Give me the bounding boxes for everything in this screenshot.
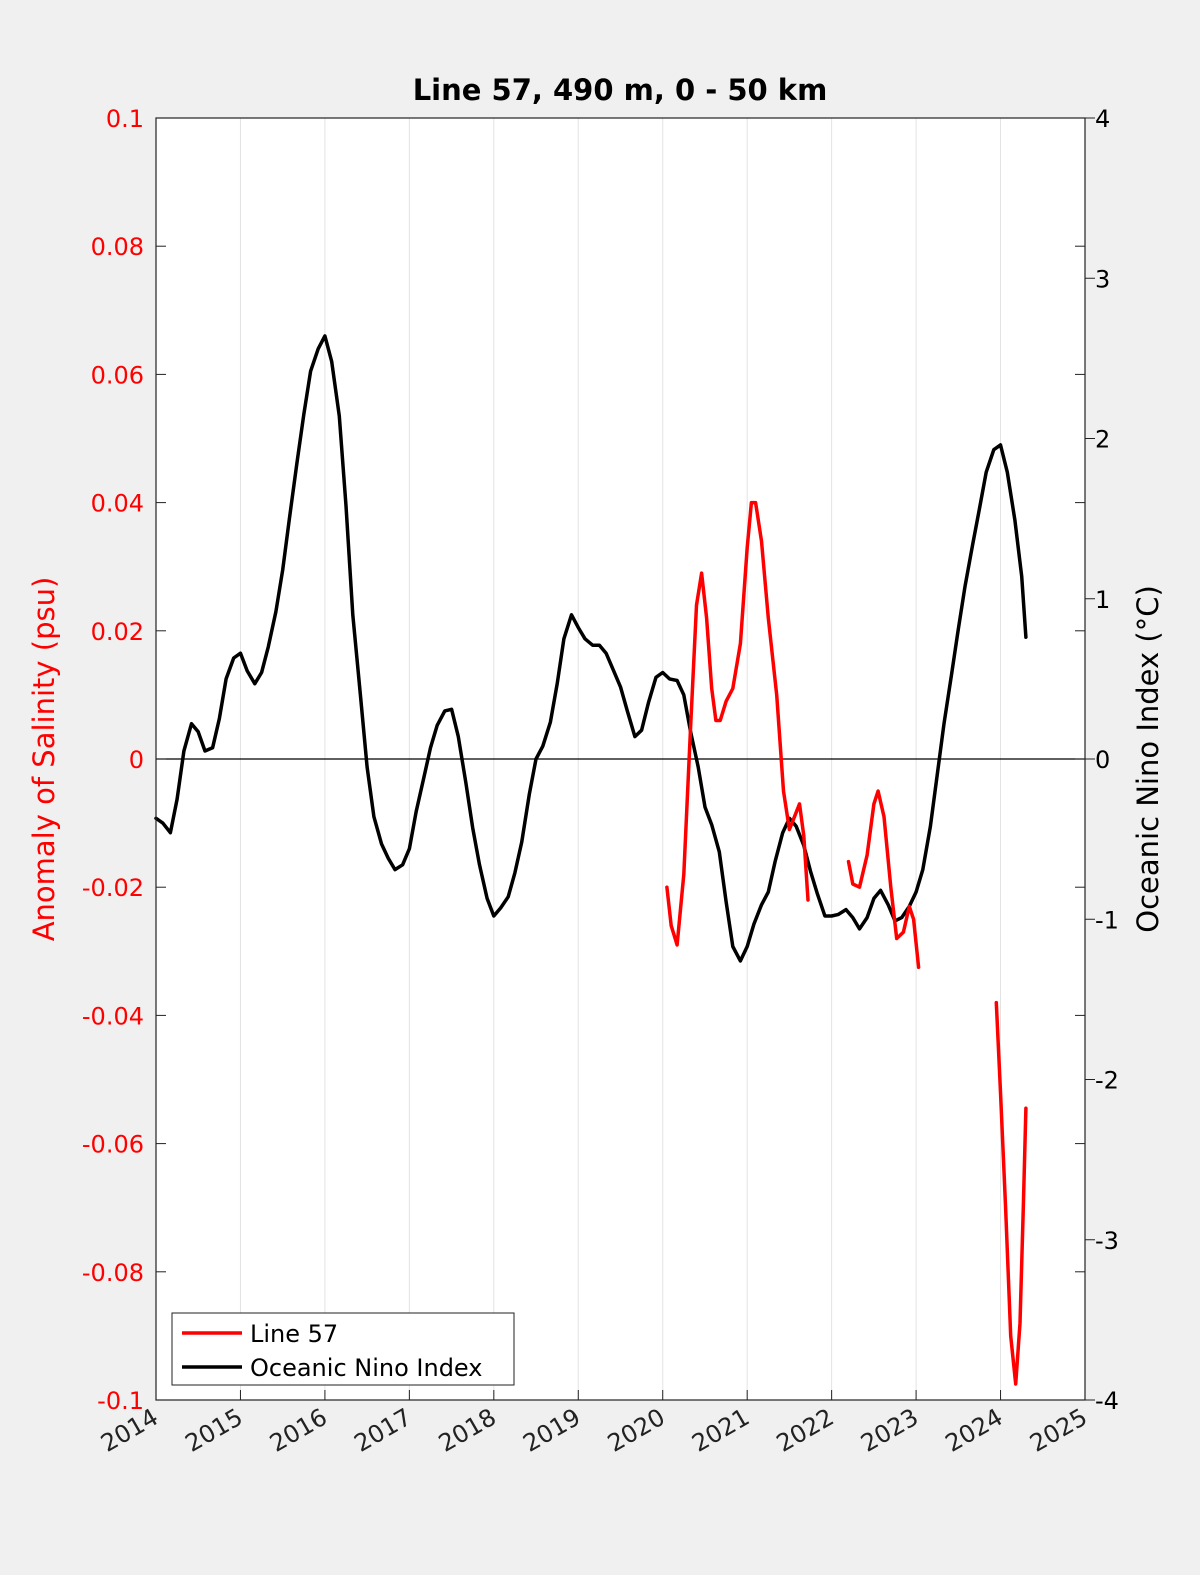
y-right-tick-label-3: 3	[1095, 265, 1110, 293]
y-left-tick-label--0.06: -0.06	[82, 1131, 144, 1159]
legend-label-line-57: Line 57	[250, 1320, 338, 1348]
y-right-tick-label--4: -4	[1095, 1387, 1119, 1415]
y-left-tick-label--0.02: -0.02	[82, 874, 144, 902]
legend-box	[171, 1312, 515, 1386]
y-right-tick-label-4: 4	[1095, 105, 1110, 133]
y-left-tick-label-0.08: 0.08	[91, 233, 144, 261]
right-axis-label: Oceanic Nino Index (°C)	[1131, 585, 1165, 933]
y-right-tick-label--3: -3	[1095, 1227, 1119, 1255]
y-right-tick-label--2: -2	[1095, 1067, 1119, 1095]
y-right-tick-label-2: 2	[1095, 426, 1110, 454]
y-right-tick-label-0: 0	[1095, 746, 1110, 774]
y-left-tick-label-0: 0	[129, 746, 144, 774]
right-y-axis: 4 3 2 1 0 -1 -2 -3 -4	[1085, 105, 1119, 1415]
legend: Line 57 Oceanic Nino Index	[171, 1312, 515, 1386]
series-group	[154, 334, 1028, 1386]
series-line-oceanic-nino-index-segment-1	[154, 334, 1028, 963]
legend-label-oni: Oceanic Nino Index	[250, 1354, 482, 1382]
y-right-tick-label--1: -1	[1095, 906, 1119, 934]
y-left-tick-label--0.1: -0.1	[97, 1387, 144, 1415]
y-left-tick-label-0.06: 0.06	[91, 361, 144, 389]
y-left-tick-label-0.02: 0.02	[91, 618, 144, 646]
y-left-tick-label--0.04: -0.04	[82, 1002, 144, 1030]
left-y-axis: 0.1 0.08 0.06 0.04 0.02 0 -0.02 -0.04 -0.06 -0.08…	[82, 105, 1085, 1415]
y-left-tick-label--0.08: -0.08	[82, 1259, 144, 1287]
chart-title: Line 57, 490 m, 0 - 50 km	[413, 73, 828, 107]
y-left-tick-label-0.1: 0.1	[106, 105, 144, 133]
left-axis-label: Anomaly of Salinity (psu)	[27, 577, 61, 942]
y-right-tick-label-1: 1	[1095, 586, 1110, 614]
series-line-line-57-segment-3	[994, 1000, 1028, 1386]
series-line-line-57-segment-2	[846, 789, 921, 970]
y-left-tick-label-0.04: 0.04	[91, 490, 144, 518]
series-line-line-57-segment-1	[665, 500, 810, 947]
